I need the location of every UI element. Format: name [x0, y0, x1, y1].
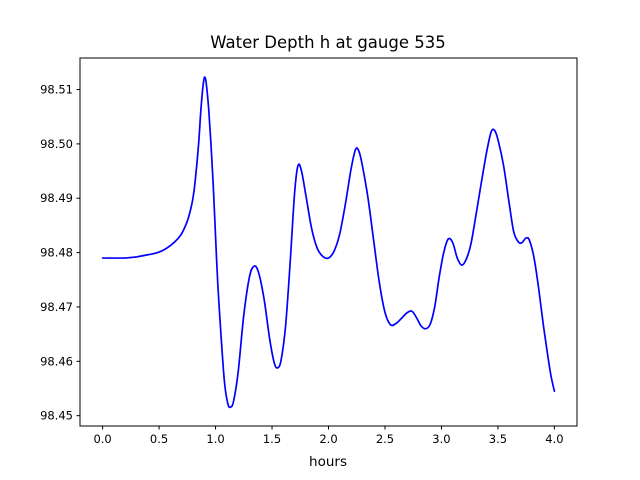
- axis-ticks: 0.0 0.5 1.0 1.5 2.0 2.5 3.0 3.5 4.0 98.45 98.46 98.…: [40, 83, 563, 446]
- x-tick-label: 0.5: [150, 432, 168, 446]
- x-tick-label: 4.0: [545, 432, 563, 446]
- y-tick-label: 98.46: [40, 354, 73, 368]
- x-tick-label: 3.0: [432, 432, 450, 446]
- water-depth-line: [101, 76, 556, 409]
- data-series-layer: [101, 76, 556, 409]
- y-tick-label: 98.48: [40, 246, 73, 260]
- y-tick-label: 98.50: [40, 137, 73, 151]
- y-tick-label: 98.49: [40, 191, 73, 205]
- y-tick-label: 98.45: [40, 409, 73, 423]
- chart-title: Water Depth h at gauge 535: [210, 33, 445, 52]
- x-axis-label: hours: [309, 454, 347, 470]
- y-tick-label: 98.47: [40, 300, 73, 314]
- x-tick-label: 1.0: [206, 432, 224, 446]
- x-tick-label: 2.0: [319, 432, 337, 446]
- axes-frame: [79, 57, 578, 427]
- x-tick-label: 2.5: [376, 432, 394, 446]
- x-tick-label: 3.5: [489, 432, 507, 446]
- y-tick-label: 98.51: [40, 83, 73, 97]
- x-tick-label: 1.5: [263, 432, 281, 446]
- x-tick-label: 0.0: [93, 432, 111, 446]
